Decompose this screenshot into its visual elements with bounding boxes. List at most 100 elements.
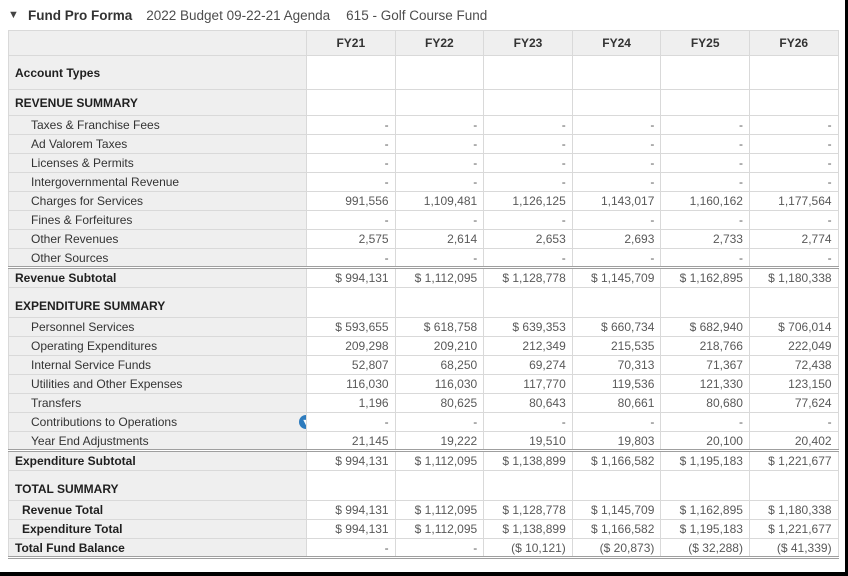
value-cell: 119,536 [571, 374, 662, 394]
value-cell [483, 287, 573, 318]
value-cell: $ 1,180,338 [748, 500, 839, 520]
corner-header-cell [8, 30, 307, 56]
value-cell: - [394, 172, 485, 192]
value-cell: - [394, 134, 485, 154]
value-cell: $ 994,131 [306, 500, 396, 520]
titlebar: ▼ Fund Pro Forma 2022 Budget 09-22-21 Ag… [0, 0, 845, 30]
row-label: Other Sources [31, 250, 109, 265]
value-cell [571, 89, 662, 116]
value-cell: $ 1,195,183 [660, 449, 750, 471]
table-header-row: FY21 FY22 FY23 FY24 FY25 FY26 [8, 30, 839, 56]
row-label: Utilities and Other Expenses [31, 377, 183, 391]
value-cell: - [394, 153, 485, 173]
table-row: Licenses & Permits - - - - - - [8, 153, 839, 173]
row-label: Total Fund Balance [15, 540, 125, 555]
row-label-cell: Contributions to Operations ▼ [8, 412, 307, 432]
value-cell [748, 55, 839, 90]
value-cell [483, 55, 573, 90]
row-label: Operating Expenditures [31, 339, 158, 353]
value-cell: 218,766 [660, 336, 750, 356]
row-label-cell: Fines & Forfeitures [8, 210, 307, 230]
value-cell: $ 1,145,709 [571, 266, 662, 288]
value-cell: $ 1,112,095 [394, 449, 485, 471]
row-label-cell: EXPENDITURE SUMMARY [8, 287, 307, 318]
table-row: Year End Adjustments 21,145 19,222 19,510 19… [8, 431, 839, 451]
row-label: Charges for Services [31, 194, 144, 208]
row-label-cell: Revenue Total [8, 500, 307, 520]
value-cell: $ 1,138,899 [483, 519, 573, 539]
value-cell: - [571, 153, 662, 173]
value-cell: 222,049 [748, 336, 839, 356]
row-label: Intergovernmental Revenue [31, 175, 180, 189]
value-cell: 21,145 [306, 431, 396, 451]
collapse-caret-icon[interactable]: ▼ [8, 8, 19, 21]
table-row: Taxes & Franchise Fees - - - - - - [8, 115, 839, 135]
value-cell: - [483, 115, 573, 135]
value-cell: 209,210 [394, 336, 485, 356]
value-cell [660, 287, 750, 318]
value-cell: - [660, 172, 750, 192]
value-cell: 1,109,481 [394, 191, 485, 211]
value-cell: - [571, 210, 662, 230]
row-label: Internal Service Funds [31, 358, 152, 372]
value-cell: 2,733 [660, 229, 750, 249]
value-cell: $ 593,655 [306, 317, 396, 337]
value-cell: $ 1,166,582 [571, 449, 662, 471]
value-cell: $ 1,128,778 [483, 500, 573, 520]
row-label-cell: Expenditure Subtotal [8, 449, 307, 471]
year-column-header: FY23 [483, 30, 573, 56]
table-row: Revenue Subtotal $ 994,131 $ 1,112,095 $ 1,… [8, 266, 839, 288]
row-label-cell: Other Sources [8, 248, 307, 268]
row-label-cell: Taxes & Franchise Fees [8, 115, 307, 135]
value-cell: $ 639,353 [483, 317, 573, 337]
value-cell: $ 1,112,095 [394, 519, 485, 539]
row-label: Contributions to Operations [31, 415, 178, 429]
value-cell: - [483, 412, 573, 432]
row-label-cell: Expenditure Total [8, 519, 307, 539]
value-cell: 77,624 [748, 393, 839, 413]
table-row: Contributions to Operations▼------ [8, 412, 839, 432]
value-cell: - [483, 248, 573, 268]
table-row: TOTAL SUMMARY [8, 470, 839, 501]
value-cell: $ 1,221,677 [748, 449, 839, 471]
value-cell: 19,222 [394, 431, 485, 451]
pro-forma-table-body: Account Types REVENUE SUMMARY Taxes & Fran… [8, 55, 839, 559]
fund-name-label: 615 - Golf Course Fund [346, 7, 488, 23]
value-cell: - [306, 538, 396, 559]
table-row: Total Fund Balance - - ($ 10,121) ($ 20,873)… [8, 538, 839, 559]
row-label: Licenses & Permits [31, 156, 134, 170]
value-cell: 1,177,564 [748, 191, 839, 211]
value-cell [306, 89, 396, 116]
row-label-cell: Revenue Subtotal [8, 266, 307, 288]
value-cell: - [748, 210, 839, 230]
row-label-cell: Licenses & Permits [8, 153, 307, 173]
value-cell: 209,298 [306, 336, 396, 356]
value-cell: 20,402 [748, 431, 839, 451]
chevron-down-circle-icon[interactable]: ▼ [299, 415, 306, 429]
table-row: Expenditure Total $ 994,131 $ 1,112,095 $ 1… [8, 519, 839, 539]
row-label: Year End Adjustments [31, 433, 149, 448]
value-cell: 2,693 [571, 229, 662, 249]
row-label-cell: Operating Expenditures [8, 336, 307, 356]
value-cell: $ 994,131 [306, 519, 396, 539]
value-cell: - [571, 115, 662, 135]
value-cell: 1,126,125 [483, 191, 573, 211]
value-cell: 19,803 [571, 431, 662, 451]
value-cell: $ 1,128,778 [483, 266, 573, 288]
table-row: Other Revenues 2,575 2,614 2,653 2,693 2,733 2… [8, 229, 839, 249]
value-cell [571, 55, 662, 90]
row-label-cell: Year End Adjustments [8, 431, 307, 451]
table-row: Ad Valorem Taxes - - - - - - [8, 134, 839, 154]
value-cell: - [306, 412, 396, 432]
value-cell: 1,196 [306, 393, 396, 413]
value-cell: $ 706,014 [748, 317, 839, 337]
pro-forma-table-container: FY21 FY22 FY23 FY24 FY25 FY26 Account Types RE… [8, 30, 839, 559]
value-cell: - [483, 134, 573, 154]
row-label: Expenditure Subtotal [15, 454, 136, 468]
value-cell: 2,575 [306, 229, 396, 249]
table-row: Expenditure Subtotal $ 994,131 $ 1,112,095… [8, 449, 839, 471]
pro-forma-table: FY21 FY22 FY23 FY24 FY25 FY26 Account Types RE… [8, 30, 839, 559]
table-row: Personnel Services $ 593,655 $ 618,758 $ 63… [8, 317, 839, 337]
row-label: Revenue Total [22, 503, 104, 517]
